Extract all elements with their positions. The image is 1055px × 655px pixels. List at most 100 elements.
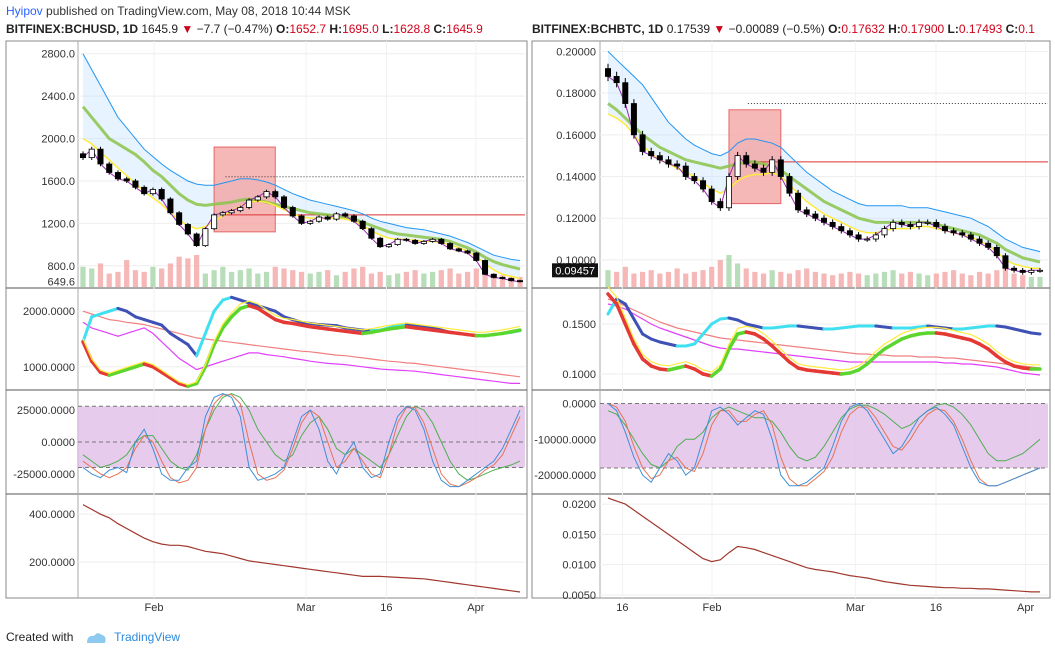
c1-osc2-blue-line — [607, 402, 1041, 487]
c1-osc1-pink-line — [607, 303, 1041, 376]
c1-candle-body-7 — [665, 159, 672, 165]
c1-volume-bar-26 — [830, 275, 836, 287]
c0-osc2-tick-0: 25000.0000 — [17, 405, 75, 417]
c0-volume-bar-38 — [412, 270, 418, 287]
c0-candle-body-16 — [219, 212, 226, 216]
right-close: 0.1 — [1018, 22, 1035, 36]
c0-osc1-fast-seg-1 — [81, 340, 94, 363]
c0-osc1-main-seg-1 — [81, 315, 94, 344]
right-down-arrow-icon: ▼ — [713, 22, 726, 36]
c1-price-tick-3: 0.14000 — [556, 172, 596, 184]
author-link[interactable]: Hyipov — [6, 4, 43, 18]
c0-candle-body-42 — [447, 243, 454, 250]
c1-candle-body-9 — [682, 165, 689, 177]
c0-band-fill — [83, 53, 520, 279]
c0-candle-body-5 — [123, 178, 130, 182]
c1-volume-bar-6 — [657, 273, 663, 287]
c1-candle-body-0 — [605, 68, 611, 77]
c1-volume-bar-37 — [925, 275, 931, 287]
c1-candle-body-23 — [803, 209, 810, 215]
c0-candle-body-7 — [141, 186, 148, 195]
c1-candle-body-19 — [769, 159, 776, 173]
c0-volume-bar-39 — [421, 273, 427, 287]
published-text: published on TradingView.com, May 08, 20… — [46, 4, 351, 18]
c0-volume-bar-42 — [447, 268, 453, 287]
tradingview-brand[interactable]: TradingView — [114, 630, 181, 644]
c0-volume-bar-6 — [132, 270, 139, 287]
c1-candle-body-8 — [674, 163, 681, 167]
c0-time-label-3: Apr — [467, 602, 484, 614]
c0-last-price-label: 649.6 — [47, 277, 75, 289]
c0-volume-bar-1 — [89, 268, 95, 287]
c0-osc2-tick-2: -25000.0000 — [13, 469, 75, 481]
c1-volume-bar-24 — [812, 271, 818, 287]
c0-candle-body-37 — [403, 238, 410, 241]
c1-volume-bar-14 — [726, 255, 732, 287]
c0-volume-bar-17 — [228, 271, 235, 287]
c0-volume-bar-8 — [150, 266, 156, 287]
c1-candle-body-47 — [1011, 267, 1018, 271]
c0-volume-bar-49 — [508, 276, 514, 287]
c1-osc1-fast-seg-32 — [874, 347, 887, 358]
c1-volume-bar-9 — [683, 273, 689, 287]
c1-volume-bar-43 — [976, 271, 983, 287]
c1-osc1-fast-seg-13 — [709, 367, 723, 378]
c0-price-tick-1: 2400.0 — [41, 91, 75, 103]
c0-candle-body-15 — [211, 214, 218, 230]
c1-candle-body-38 — [933, 221, 940, 227]
c1-candle-body-6 — [656, 155, 663, 161]
c1-osc1-fast-seg-20 — [770, 344, 783, 356]
c1-osc1-fast-seg-21 — [779, 352, 792, 364]
c0-osc1-tick-0: 2000.0000 — [23, 306, 75, 318]
c1-osc1-fast-seg-19 — [761, 337, 774, 348]
c0-osc1-fast-seg-17 — [221, 315, 234, 330]
c0-candle-body-1 — [88, 148, 95, 159]
right-change: −0.00089 (−0.5%) — [728, 22, 825, 36]
c1-candle-body-2 — [622, 82, 629, 104]
c0-osc1-yellow-line — [82, 300, 521, 386]
c1-candle-body-35 — [907, 224, 914, 227]
c0-osc1-main-seg-11 — [168, 331, 181, 341]
c1-candle-body-5 — [648, 151, 655, 157]
c0-osc1-fast-seg-14 — [194, 365, 208, 386]
c1-candle-body-37 — [924, 221, 931, 224]
c0-candle-body-17 — [228, 210, 235, 214]
c1-volume-bar-21 — [786, 273, 793, 287]
c1-volume-bar-10 — [691, 271, 697, 287]
tradingview-logo-icon — [86, 633, 106, 643]
c1-volume-bar-29 — [855, 273, 862, 287]
left-close: 1645.9 — [446, 22, 483, 36]
c0-volume-bar-29 — [333, 275, 340, 287]
c1-candle-body-39 — [941, 226, 948, 232]
c1-candle-body-12 — [708, 188, 715, 202]
c0-candle-body-24 — [289, 207, 296, 217]
c0-ind3-tick-1: 200.0000 — [29, 557, 75, 569]
right-last: 0.17539 — [666, 22, 711, 36]
created-with-text: Created with — [6, 630, 74, 644]
c0-volume-bar-15 — [211, 270, 217, 287]
c1-volume-bar-16 — [743, 268, 749, 287]
left-change: −7.7 (−0.47%) — [196, 22, 273, 36]
c0-osc2-blue-line — [82, 393, 521, 488]
c0-candle-body-18 — [237, 207, 244, 212]
c0-volume-bar-32 — [360, 266, 366, 287]
c0-candle-body-45 — [473, 252, 480, 261]
c1-osc1-fast-seg-14 — [718, 347, 731, 371]
c1-candle-body-48 — [1019, 269, 1026, 273]
c0-candle-body-32 — [359, 220, 366, 230]
c1-osc1-tick-1: 0.1000 — [562, 369, 596, 381]
c0-candle-body-8 — [149, 189, 156, 195]
c1-osc1-main-seg-6 — [649, 337, 662, 344]
c1-candle-body-13 — [717, 201, 724, 209]
c1-volume-bar-32 — [881, 271, 888, 287]
c0-candle-body-46 — [482, 260, 489, 275]
c0-candle-body-28 — [324, 216, 331, 220]
c0-candle-body-40 — [429, 238, 436, 242]
c1-candle-body-21 — [786, 176, 793, 194]
c0-upper-band-line — [82, 53, 521, 261]
c1-osc1-fast-seg-45 — [986, 347, 999, 358]
c0-volume-bar-30 — [342, 271, 348, 287]
c0-volume-bar-44 — [464, 271, 471, 287]
c0-osc1-main-seg-23 — [273, 309, 286, 319]
c1-osc1-fast-seg-4 — [632, 342, 645, 361]
